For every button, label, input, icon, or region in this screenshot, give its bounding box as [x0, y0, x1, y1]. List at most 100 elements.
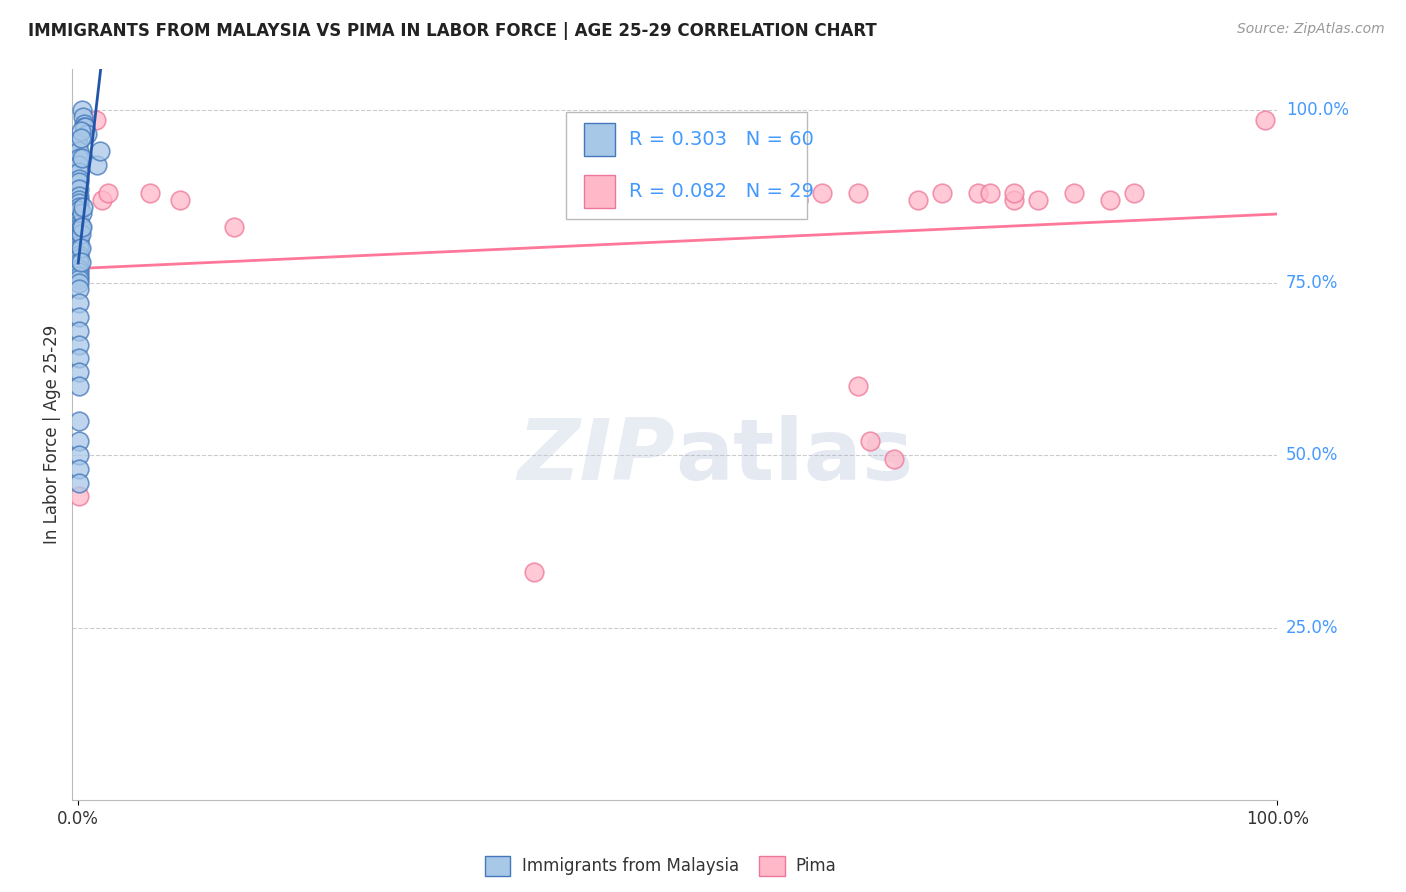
Point — [67, 241, 90, 255]
Text: Immigrants from Malaysia: Immigrants from Malaysia — [522, 857, 738, 875]
Point — [67, 254, 90, 268]
Point — [67, 268, 90, 283]
FancyBboxPatch shape — [585, 123, 614, 156]
Point — [69, 241, 91, 255]
FancyBboxPatch shape — [585, 175, 614, 208]
Point — [67, 248, 90, 262]
Point — [67, 182, 90, 196]
Point — [67, 230, 90, 244]
Point — [846, 379, 869, 393]
Point — [72, 200, 94, 214]
Point — [67, 217, 90, 231]
Text: atlas: atlas — [675, 415, 912, 498]
Point — [1254, 113, 1277, 128]
Point — [966, 186, 988, 200]
Point — [67, 490, 90, 504]
Point — [72, 110, 94, 124]
Point — [67, 145, 90, 159]
Point — [67, 434, 90, 449]
Text: 75.0%: 75.0% — [1286, 274, 1339, 292]
Point — [76, 127, 98, 141]
Point — [979, 186, 1001, 200]
Text: R = 0.303   N = 60: R = 0.303 N = 60 — [628, 130, 814, 149]
Point — [67, 165, 90, 179]
Point — [67, 296, 90, 310]
Point — [224, 220, 246, 235]
Point — [67, 172, 90, 186]
Point — [70, 206, 93, 220]
Point — [67, 220, 90, 235]
Point — [73, 120, 96, 135]
Point — [67, 137, 90, 152]
Point — [907, 193, 929, 207]
Point — [67, 213, 90, 227]
Point — [67, 272, 90, 286]
FancyBboxPatch shape — [567, 112, 807, 219]
Point — [67, 310, 90, 324]
Point — [1002, 186, 1025, 200]
Point — [67, 337, 90, 351]
Text: 50.0%: 50.0% — [1286, 446, 1339, 464]
Point — [69, 220, 91, 235]
Point — [67, 282, 90, 296]
Point — [67, 324, 90, 338]
Point — [846, 186, 869, 200]
Y-axis label: In Labor Force | Age 25-29: In Labor Force | Age 25-29 — [44, 325, 60, 544]
Point — [727, 186, 749, 200]
Point — [931, 186, 953, 200]
Point — [810, 186, 832, 200]
Point — [1122, 186, 1144, 200]
Text: Pima: Pima — [796, 857, 837, 875]
Point — [666, 193, 689, 207]
Point — [67, 234, 90, 248]
Point — [70, 220, 93, 235]
Point — [67, 261, 90, 276]
Point — [67, 351, 90, 366]
Point — [523, 566, 546, 580]
Point — [786, 193, 808, 207]
Point — [67, 462, 90, 476]
Point — [73, 117, 96, 131]
Point — [91, 193, 114, 207]
Point — [67, 252, 90, 266]
Point — [75, 120, 97, 135]
Point — [69, 123, 91, 137]
Point — [67, 193, 90, 207]
Point — [70, 151, 93, 165]
Point — [859, 434, 882, 449]
Point — [762, 186, 785, 200]
Point — [89, 145, 111, 159]
Point — [69, 254, 91, 268]
Point — [1098, 193, 1121, 207]
Point — [139, 186, 162, 200]
Point — [67, 475, 90, 490]
Point — [67, 448, 90, 462]
Point — [1002, 193, 1025, 207]
Point — [84, 113, 107, 128]
Text: 100.0%: 100.0% — [1286, 101, 1348, 119]
Point — [69, 130, 91, 145]
Point — [1026, 193, 1049, 207]
Point — [69, 227, 91, 242]
Text: IMMIGRANTS FROM MALAYSIA VS PIMA IN LABOR FORCE | AGE 25-29 CORRELATION CHART: IMMIGRANTS FROM MALAYSIA VS PIMA IN LABO… — [28, 22, 877, 40]
Text: ZIP: ZIP — [517, 415, 675, 498]
Point — [67, 379, 90, 393]
Text: R = 0.082   N = 29: R = 0.082 N = 29 — [628, 182, 814, 201]
Point — [67, 265, 90, 279]
Point — [1063, 186, 1085, 200]
Point — [883, 451, 905, 466]
Point — [67, 196, 90, 211]
Point — [97, 186, 120, 200]
Point — [67, 237, 90, 252]
Point — [67, 176, 90, 190]
Point — [67, 224, 90, 238]
Point — [70, 103, 93, 117]
Point — [67, 151, 90, 165]
Point — [67, 276, 90, 290]
Point — [67, 158, 90, 172]
Point — [67, 202, 90, 217]
Point — [169, 193, 191, 207]
Point — [67, 365, 90, 379]
Point — [86, 158, 108, 172]
Text: 25.0%: 25.0% — [1286, 619, 1339, 637]
